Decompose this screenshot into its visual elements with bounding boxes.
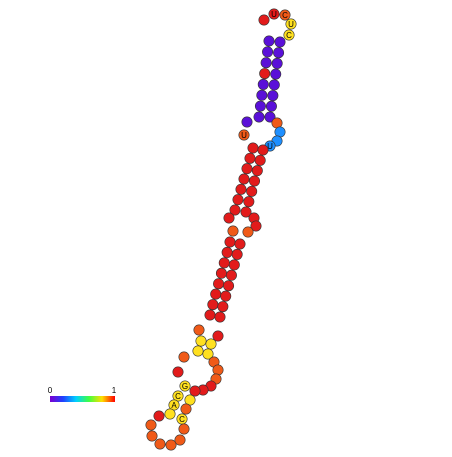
nucleotide (184, 394, 196, 406)
nucleotide (228, 259, 240, 271)
nucleotide (164, 408, 176, 420)
nucleotide-letter: A (171, 401, 177, 410)
nucleotide-letter: C (175, 392, 181, 401)
nucleotide (225, 269, 237, 281)
nucleotide-letter: U (288, 20, 294, 29)
nucleotide (223, 212, 235, 224)
nucleotide (172, 366, 184, 378)
nucleotide (224, 236, 236, 248)
nucleotide (227, 225, 239, 237)
nucleotide-letter: C (179, 415, 185, 424)
nucleotide (178, 351, 190, 363)
nucleotide (257, 144, 269, 156)
nucleotide-letter: U (271, 10, 277, 19)
nucleotide (213, 278, 225, 290)
nucleotide (283, 29, 295, 41)
nucleotide (145, 419, 157, 431)
nucleotide (240, 206, 252, 218)
nucleotide (279, 9, 291, 21)
nucleotide (174, 434, 186, 446)
nucleotide (244, 152, 256, 164)
nucleotide (229, 204, 241, 216)
nucleotide-letter: G (182, 382, 188, 391)
nucleotide (221, 246, 233, 258)
nucleotide (258, 14, 270, 26)
nucleotide (254, 154, 266, 166)
nucleotide (212, 364, 224, 376)
nucleotide (220, 290, 232, 302)
nucleotide (262, 46, 274, 58)
nucleotide (264, 111, 276, 123)
nucleotide (178, 423, 190, 435)
nucleotide (207, 299, 219, 311)
nucleotide (232, 194, 244, 206)
nucleotide (235, 183, 247, 195)
nucleotide (204, 309, 216, 321)
nucleotide (267, 90, 279, 102)
nucleotide (270, 68, 282, 80)
nucleotide (154, 438, 166, 450)
nucleotide (250, 220, 262, 232)
nucleotide (256, 89, 268, 101)
colorbar (50, 396, 115, 402)
nucleotide (257, 78, 269, 90)
nucleotide (268, 79, 280, 91)
nucleotide (241, 163, 253, 175)
colorbar-min: 0 (48, 386, 53, 395)
nucleotide (249, 175, 261, 187)
nucleotide (202, 348, 214, 360)
nucleotide (263, 35, 275, 47)
nucleotide (212, 330, 224, 342)
nucleotide (168, 399, 180, 411)
nucleotide-letter: U (267, 142, 273, 151)
nucleotide (271, 57, 283, 69)
nucleotide (242, 226, 254, 238)
nucleotide (214, 311, 226, 323)
nucleotide (254, 100, 266, 112)
nucleotide (205, 338, 217, 350)
nucleotide (217, 301, 229, 313)
nucleotide (223, 280, 235, 292)
nucleotide (165, 439, 177, 451)
nucleotide (285, 18, 297, 30)
nucleotide (179, 380, 191, 392)
nucleotide (189, 385, 201, 397)
nucleotide (265, 100, 277, 112)
colorbar-max: 1 (112, 386, 117, 395)
nucleotide (234, 238, 246, 250)
nucleotide (192, 345, 204, 357)
nucleotide (172, 390, 184, 402)
nucleotide (193, 324, 205, 336)
nucleotide (273, 47, 285, 59)
nucleotide (215, 267, 227, 279)
nucleotide (153, 410, 165, 422)
nucleotide (146, 430, 158, 442)
nucleotide (241, 116, 253, 128)
nucleotide (274, 36, 286, 48)
nucleotide (268, 8, 280, 20)
nucleotide-letter: C (286, 31, 292, 40)
nucleotide (243, 196, 255, 208)
nucleotide-letter: C (282, 11, 288, 20)
nucleotide (259, 68, 271, 80)
nucleotide (210, 288, 222, 300)
nucleotide (251, 165, 263, 177)
nucleotide (260, 57, 272, 69)
nucleotide (195, 335, 207, 347)
nucleotide (238, 173, 250, 185)
nucleotide (231, 248, 243, 260)
nucleotide (238, 129, 250, 141)
nucleotide (180, 403, 192, 415)
nucleotide (246, 185, 258, 197)
nucleotide (247, 142, 259, 154)
nucleotide-letter: U (241, 131, 247, 140)
nucleotide (218, 257, 230, 269)
nucleotide (253, 111, 265, 123)
